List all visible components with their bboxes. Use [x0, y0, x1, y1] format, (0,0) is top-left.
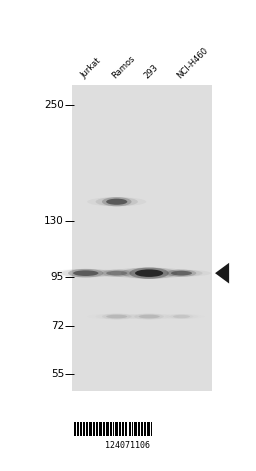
Bar	[119, 422, 121, 436]
Polygon shape	[215, 263, 229, 284]
Bar	[132, 422, 133, 436]
Ellipse shape	[106, 199, 127, 205]
Ellipse shape	[102, 197, 132, 206]
Text: 72: 72	[51, 321, 64, 331]
Bar	[144, 422, 146, 436]
Ellipse shape	[160, 269, 203, 276]
Ellipse shape	[68, 269, 103, 277]
Ellipse shape	[102, 269, 132, 276]
Ellipse shape	[167, 269, 196, 276]
Bar	[141, 422, 143, 436]
Ellipse shape	[138, 315, 160, 318]
Bar	[96, 422, 98, 436]
Text: 124071106: 124071106	[105, 441, 151, 450]
Bar	[110, 422, 112, 436]
Bar	[122, 422, 124, 436]
Bar	[72, 85, 212, 391]
Ellipse shape	[121, 268, 177, 279]
Bar	[83, 422, 85, 436]
Ellipse shape	[73, 270, 98, 276]
Text: 55: 55	[51, 369, 64, 379]
Ellipse shape	[110, 268, 188, 279]
Bar	[103, 422, 105, 436]
Ellipse shape	[106, 315, 127, 318]
Ellipse shape	[60, 269, 111, 277]
Bar	[115, 422, 118, 436]
Ellipse shape	[170, 314, 193, 319]
Bar	[138, 422, 140, 436]
Bar	[113, 422, 114, 436]
Text: NCI-H460: NCI-H460	[175, 45, 210, 80]
Bar	[89, 422, 92, 436]
Text: Jurkat: Jurkat	[79, 57, 103, 80]
Bar	[147, 422, 150, 436]
Ellipse shape	[134, 314, 164, 319]
Text: Ramos: Ramos	[110, 54, 137, 80]
Bar	[125, 422, 127, 436]
Bar	[129, 422, 131, 436]
Bar	[99, 422, 102, 436]
Bar	[106, 422, 109, 436]
Ellipse shape	[96, 269, 138, 276]
Ellipse shape	[171, 271, 192, 276]
Bar	[151, 422, 152, 436]
Bar	[80, 422, 82, 436]
Bar	[134, 422, 137, 436]
Ellipse shape	[173, 315, 190, 318]
Ellipse shape	[135, 269, 163, 277]
Bar	[74, 422, 76, 436]
Text: 250: 250	[44, 100, 64, 110]
Bar	[77, 422, 79, 436]
Text: 95: 95	[51, 272, 64, 282]
Bar	[93, 422, 95, 436]
Ellipse shape	[130, 268, 169, 279]
Bar	[86, 422, 88, 436]
Ellipse shape	[50, 269, 121, 277]
Ellipse shape	[96, 197, 138, 206]
Text: 293: 293	[143, 63, 160, 80]
Text: 130: 130	[44, 216, 64, 226]
Ellipse shape	[106, 271, 127, 276]
Ellipse shape	[102, 314, 132, 319]
